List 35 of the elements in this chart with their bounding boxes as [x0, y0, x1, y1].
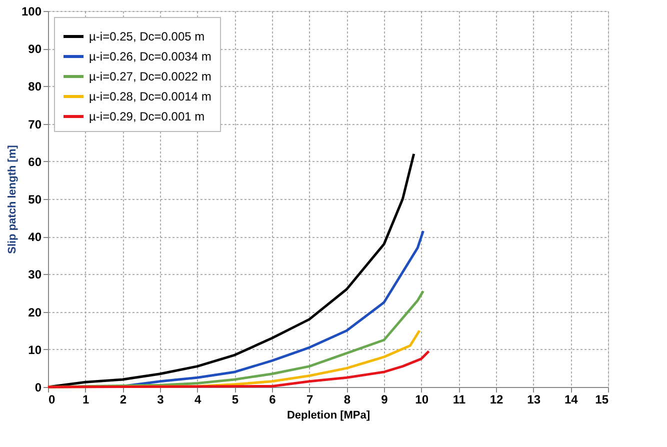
y-tick-label: 100	[21, 4, 42, 18]
x-tick-label: 0	[48, 392, 56, 406]
x-tick-label: 12	[490, 392, 504, 406]
y-tick-label: 20	[28, 305, 42, 320]
x-tick-label: 7	[306, 392, 314, 406]
x-tick-label: 3	[157, 392, 164, 406]
line-series	[46, 350, 430, 388]
y-tick-label: 10	[28, 342, 42, 357]
x-tick-label: 9	[381, 392, 388, 406]
x-tick-label: 6	[269, 392, 276, 406]
y-tick-label: 40	[28, 230, 42, 244]
y-tick-label: 50	[28, 192, 42, 206]
x-tick-label: 5	[232, 392, 239, 406]
x-tick-label: 1	[82, 392, 90, 406]
y-tick-label: 0	[34, 380, 42, 394]
x-axis-title: Depletion [MPa]	[286, 410, 370, 422]
x-tick-label: 11	[452, 392, 466, 406]
y-tick-label: 60	[28, 154, 42, 169]
x-tick-label: 2	[120, 392, 127, 406]
y-tick-label: 30	[28, 268, 42, 282]
y-tick-label: 90	[28, 42, 42, 56]
x-tick-label: 15	[595, 392, 609, 406]
x-tick-label: 14	[564, 392, 578, 406]
legend-label: µ-i=0.29, Dc=0.001 m	[89, 110, 205, 124]
x-tick-label: 13	[527, 392, 541, 406]
y-axis-title: Slip patch length [m]	[6, 144, 18, 254]
legend-label: µ-i=0.25, Dc=0.005 m	[89, 30, 205, 44]
y-tick-label: 70	[28, 117, 42, 132]
legend-label: µ-i=0.27, Dc=0.0022 m	[89, 70, 212, 84]
x-tick-label: 10	[415, 392, 429, 406]
legend-label: µ-i=0.28, Dc=0.0014 m	[89, 90, 212, 104]
x-tick-label: 8	[344, 392, 351, 406]
x-tick-label: 4	[194, 392, 202, 406]
legend-label: µ-i=0.26, Dc=0.0034 m	[89, 50, 212, 64]
y-tick-label: 80	[28, 80, 42, 94]
